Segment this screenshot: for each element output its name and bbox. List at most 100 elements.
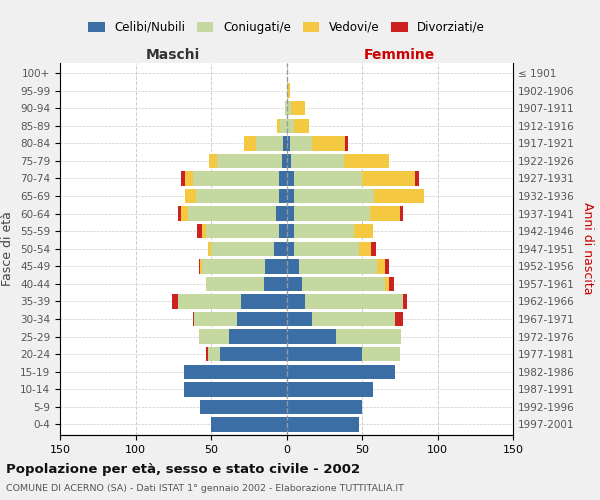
Bar — [287, 118, 294, 133]
Bar — [287, 382, 373, 396]
Bar — [337, 330, 401, 344]
Bar — [178, 206, 181, 221]
Bar — [287, 294, 305, 308]
Text: Popolazione per età, sesso e stato civile - 2002: Popolazione per età, sesso e stato civil… — [6, 462, 360, 475]
Bar — [197, 224, 202, 238]
Bar — [346, 136, 349, 150]
Bar — [415, 172, 419, 185]
Bar — [312, 312, 395, 326]
Text: Maschi: Maschi — [146, 48, 200, 62]
Bar — [403, 294, 407, 308]
Bar — [287, 364, 395, 379]
Bar — [294, 206, 370, 221]
Bar — [256, 136, 283, 150]
Bar — [184, 364, 287, 379]
Bar — [264, 276, 287, 291]
Bar — [287, 84, 290, 98]
Bar — [362, 347, 400, 362]
Bar — [208, 242, 211, 256]
Bar — [287, 101, 291, 116]
Bar — [287, 259, 299, 274]
Y-axis label: Anni di nascita: Anni di nascita — [581, 202, 594, 295]
Bar — [181, 206, 188, 221]
Bar — [188, 206, 276, 221]
Bar — [193, 312, 194, 326]
Bar — [385, 259, 389, 274]
Bar — [202, 224, 206, 238]
Bar — [285, 101, 287, 116]
Bar — [229, 330, 287, 344]
Bar — [178, 294, 241, 308]
Bar — [299, 259, 377, 274]
Bar — [196, 189, 279, 203]
Y-axis label: Fasce di età: Fasce di età — [1, 212, 14, 286]
Bar — [199, 330, 229, 344]
Bar — [374, 189, 424, 203]
Bar — [276, 206, 287, 221]
Bar — [302, 276, 385, 291]
Bar — [370, 206, 400, 221]
Bar — [217, 154, 282, 168]
Bar — [312, 136, 346, 150]
Bar — [305, 294, 403, 308]
Bar — [287, 189, 294, 203]
Bar — [294, 118, 309, 133]
Bar — [287, 172, 294, 185]
Bar — [294, 189, 374, 203]
Bar — [202, 259, 265, 274]
Bar — [236, 312, 287, 326]
Bar — [206, 276, 264, 291]
Bar — [362, 172, 415, 185]
Bar — [279, 172, 287, 185]
Bar — [287, 276, 302, 291]
Bar — [287, 206, 294, 221]
Bar — [211, 242, 274, 256]
Bar — [265, 259, 287, 274]
Bar — [244, 136, 256, 150]
Bar — [287, 330, 337, 344]
Bar — [371, 242, 376, 256]
Bar — [282, 154, 287, 168]
Bar — [287, 347, 362, 362]
Bar — [287, 154, 291, 168]
Bar — [283, 136, 287, 150]
Bar — [359, 242, 371, 256]
Bar — [287, 224, 294, 238]
Bar — [377, 259, 385, 274]
Bar — [211, 418, 287, 432]
Bar — [287, 312, 312, 326]
Bar — [294, 172, 362, 185]
Bar — [277, 118, 280, 133]
Bar — [184, 382, 287, 396]
Bar — [241, 294, 287, 308]
Bar — [194, 312, 236, 326]
Bar — [287, 400, 362, 414]
Bar — [200, 400, 287, 414]
Bar — [395, 312, 403, 326]
Bar — [385, 276, 389, 291]
Bar — [291, 101, 305, 116]
Legend: Celibi/Nubili, Coniugati/e, Vedovi/e, Divorziati/e: Celibi/Nubili, Coniugati/e, Vedovi/e, Di… — [83, 16, 490, 38]
Bar — [389, 276, 394, 291]
Bar — [344, 154, 389, 168]
Bar — [400, 206, 403, 221]
Bar — [208, 347, 220, 362]
Bar — [294, 242, 359, 256]
Bar — [355, 224, 373, 238]
Bar — [274, 242, 287, 256]
Bar — [290, 136, 312, 150]
Text: Femmine: Femmine — [364, 48, 436, 62]
Bar — [287, 242, 294, 256]
Bar — [287, 136, 290, 150]
Bar — [181, 172, 185, 185]
Bar — [280, 118, 287, 133]
Bar — [200, 259, 202, 274]
Bar — [287, 418, 359, 432]
Bar — [209, 154, 217, 168]
Bar — [279, 189, 287, 203]
Bar — [294, 224, 355, 238]
Bar — [185, 172, 193, 185]
Bar — [279, 224, 287, 238]
Bar — [206, 347, 208, 362]
Text: COMUNE DI ACERNO (SA) - Dati ISTAT 1° gennaio 2002 - Elaborazione TUTTITALIA.IT: COMUNE DI ACERNO (SA) - Dati ISTAT 1° ge… — [6, 484, 404, 493]
